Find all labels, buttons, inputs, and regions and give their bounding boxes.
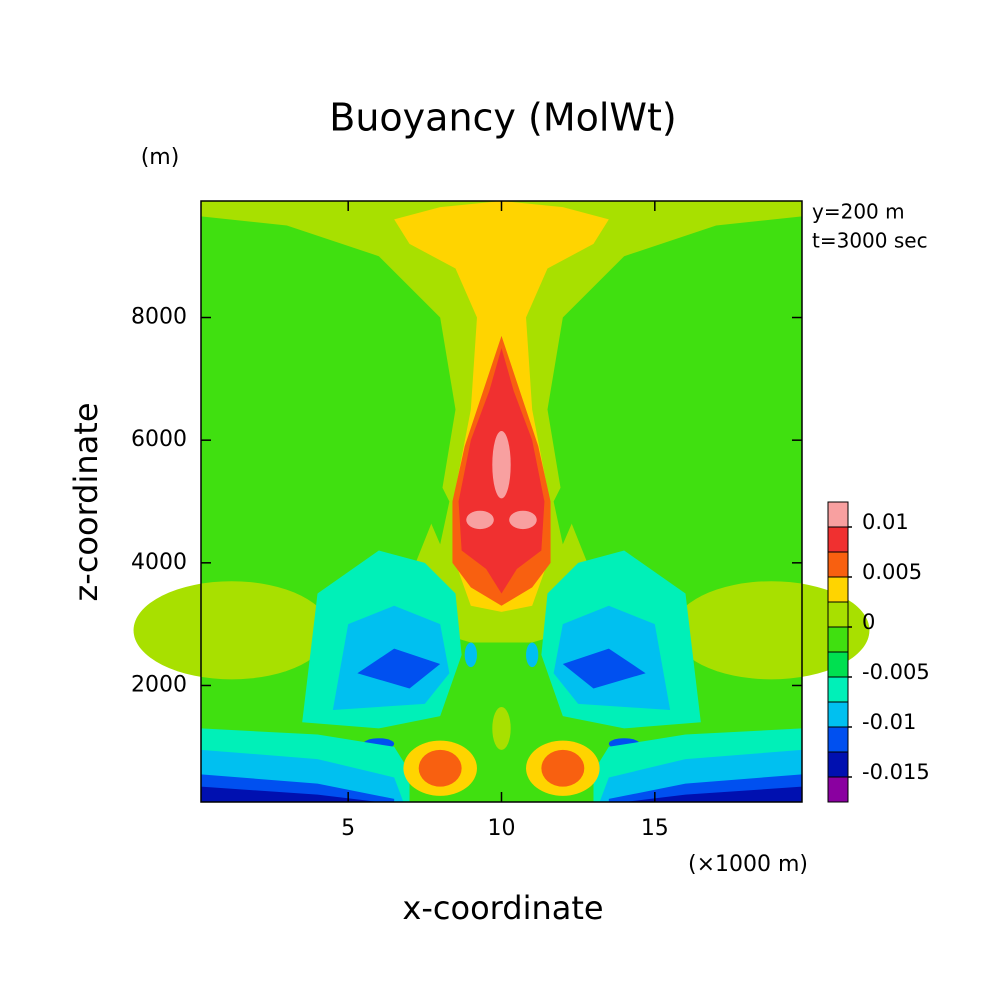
contour-region <box>492 706 511 750</box>
colorbar-bin <box>827 676 849 703</box>
colorbar-bin <box>827 551 849 578</box>
y-unit: (m) <box>141 145 180 170</box>
contour-region <box>201 786 379 802</box>
y-tick-label: 2000 <box>131 672 187 697</box>
colorbar-tick-label: -0.01 <box>862 710 916 734</box>
contour-region <box>562 648 646 689</box>
contour-region <box>492 430 511 499</box>
y-axis-label: z-coordinate <box>67 402 105 601</box>
contour-region <box>133 581 330 680</box>
annotation: t=3000 sec <box>812 229 928 253</box>
contour-region <box>526 642 539 668</box>
x-tick-label: 10 <box>488 816 516 841</box>
y-tick-label: 8000 <box>131 305 187 330</box>
contour-region <box>409 317 450 545</box>
contour-region <box>673 581 870 680</box>
contour-region <box>541 749 585 787</box>
annotation: y=200 m <box>812 200 905 224</box>
colorbar-bin <box>827 526 849 553</box>
contour-region <box>553 317 594 545</box>
x-tick-label: 5 <box>341 816 355 841</box>
colorbar-bin <box>827 751 849 778</box>
colorbar-tick-label: -0.015 <box>862 760 930 784</box>
colorbar-bin <box>827 651 849 678</box>
colorbar-bin <box>827 576 849 603</box>
y-tick-label: 6000 <box>131 427 187 452</box>
x-axis-label: x-coordinate <box>402 889 603 927</box>
colorbar-bin <box>827 776 849 803</box>
contour-region <box>357 648 441 689</box>
contour-region <box>624 786 802 802</box>
x-tick-label: 15 <box>641 816 669 841</box>
y-tick-label: 4000 <box>131 550 187 575</box>
colorbar-tick-label: 0.01 <box>862 510 909 534</box>
x-unit: (×1000 m) <box>688 852 808 877</box>
contour-region <box>464 642 477 668</box>
colorbar-bin <box>827 726 849 753</box>
colorbar-tick-label: 0.005 <box>862 560 922 584</box>
contour-region <box>509 510 537 530</box>
colorbar-tick-label: -0.005 <box>862 660 930 684</box>
colorbar-bin <box>827 626 849 653</box>
colorbar-bin <box>827 601 849 628</box>
contour-region <box>418 749 462 787</box>
contour-region <box>466 510 494 530</box>
colorbar-bin <box>827 501 849 528</box>
colorbar-bin <box>827 701 849 728</box>
chart-title: Buoyancy (MolWt) <box>329 96 676 140</box>
contour-field <box>133 201 870 802</box>
colorbar-tick-label: 0 <box>862 610 875 634</box>
